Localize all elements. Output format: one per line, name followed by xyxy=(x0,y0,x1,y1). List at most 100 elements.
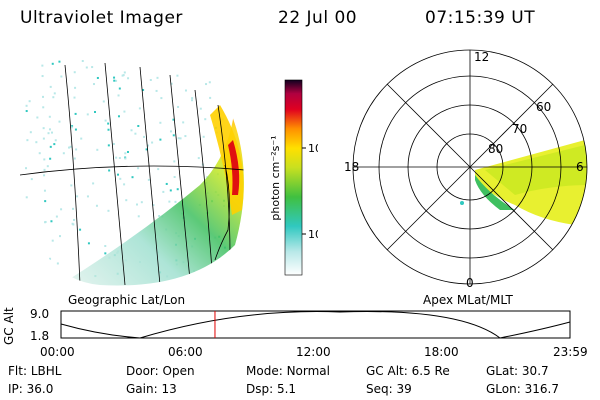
noise-pixel xyxy=(59,235,62,238)
noise-pixel xyxy=(104,245,107,248)
noise-pixel xyxy=(140,201,143,204)
noise-pixel xyxy=(47,132,50,135)
info-gc-alt: GC Alt: 6.5 Re xyxy=(366,364,450,378)
colorbar-label: photon cm⁻²s⁻¹ xyxy=(269,135,282,220)
colorbar-tick-100: 100 xyxy=(308,142,318,155)
mlt-label-12: 12 xyxy=(474,50,489,64)
instrument-title: Ultraviolet Imager xyxy=(20,8,183,28)
noise-pixel xyxy=(182,121,185,124)
noise-pixel xyxy=(46,165,49,168)
noise-pixel xyxy=(43,168,46,171)
noise-pixel xyxy=(74,112,77,115)
noise-pixel xyxy=(202,135,205,138)
noise-pixel xyxy=(44,220,47,223)
noise-pixel xyxy=(131,176,134,179)
noise-pixel xyxy=(137,124,140,127)
noise-pixel xyxy=(52,96,55,99)
left-panel-caption: Geographic Lat/Lon xyxy=(68,293,186,307)
noise-pixel xyxy=(26,139,29,142)
noise-pixel xyxy=(60,75,63,78)
noise-pixel xyxy=(123,71,126,74)
noise-pixel xyxy=(50,131,53,134)
noise-pixel xyxy=(58,120,61,123)
polar-plot: 12 18 6 0 60 70 80 xyxy=(344,49,588,290)
noise-pixel xyxy=(87,242,90,245)
noise-pixel xyxy=(118,156,121,159)
noise-pixel xyxy=(115,79,118,82)
noise-pixel xyxy=(35,266,38,269)
colorbar-tick-10: 10 xyxy=(308,228,318,241)
noise-pixel xyxy=(104,252,107,255)
noise-pixel xyxy=(122,74,125,77)
noise-pixel xyxy=(218,263,221,266)
alt-ytick-bottom: 1.8 xyxy=(30,329,50,343)
noise-pixel xyxy=(134,132,137,135)
noise-pixel xyxy=(25,167,28,170)
noise-pixel xyxy=(113,76,116,79)
noise-pixel xyxy=(73,157,76,160)
alt-xtick-3: 18:00 xyxy=(424,345,459,359)
noise-pixel xyxy=(113,79,116,82)
noise-pixel xyxy=(73,96,76,99)
noise-pixel xyxy=(214,60,217,63)
info-glat: GLat: 30.7 xyxy=(486,364,549,378)
noise-pixel xyxy=(30,178,33,181)
noise-pixel xyxy=(160,97,163,100)
noise-pixel xyxy=(85,66,88,69)
noise-pixel xyxy=(25,104,28,107)
noise-pixel xyxy=(112,142,115,145)
noise-pixel xyxy=(42,137,45,140)
noise-pixel xyxy=(71,125,74,128)
noise-pixel xyxy=(191,99,194,102)
noise-pixel xyxy=(143,135,146,138)
noise-pixel xyxy=(41,75,44,78)
noise-pixel xyxy=(42,95,45,98)
noise-pixel xyxy=(157,168,160,171)
noise-pixel xyxy=(138,107,141,110)
noise-pixel xyxy=(28,232,31,235)
noise-pixel xyxy=(197,157,200,160)
noise-pixel xyxy=(147,144,150,147)
noise-pixel xyxy=(25,275,28,278)
noise-pixel xyxy=(71,222,74,225)
noise-pixel xyxy=(208,81,211,84)
noise-pixel xyxy=(107,209,110,212)
noise-pixel xyxy=(53,92,56,95)
noise-pixel xyxy=(205,83,208,86)
noise-pixel xyxy=(107,122,110,125)
noise-pixel xyxy=(173,160,176,163)
noise-pixel xyxy=(127,77,130,80)
noise-pixel xyxy=(156,76,159,79)
noise-pixel xyxy=(123,183,126,186)
noise-pixel xyxy=(137,167,140,170)
noise-pixel xyxy=(43,189,46,192)
mlt-label-6: 6 xyxy=(576,160,584,174)
noise-pixel xyxy=(91,66,94,69)
noise-pixel xyxy=(173,176,176,179)
noise-pixel xyxy=(42,106,45,109)
noise-pixel xyxy=(36,116,39,119)
colorbar-gradient xyxy=(284,79,303,276)
noise-pixel xyxy=(108,169,111,172)
noise-pixel xyxy=(159,121,162,124)
noise-pixel xyxy=(165,182,168,185)
info-mode: Mode: Normal xyxy=(246,364,330,378)
noise-pixel xyxy=(73,218,76,221)
info-dsp: Dsp: 5.1 xyxy=(246,382,297,396)
noise-pixel xyxy=(184,89,187,92)
noise-pixel xyxy=(68,146,71,149)
noise-pixel xyxy=(121,74,124,77)
alt-plot-ylabel: GC Alt xyxy=(2,307,16,345)
noise-pixel xyxy=(169,189,172,192)
mlt-label-18: 18 xyxy=(344,160,359,174)
noise-pixel xyxy=(204,118,207,121)
noise-pixel xyxy=(69,145,72,148)
info-gain: Gain: 13 xyxy=(126,382,177,396)
noise-pixel xyxy=(119,177,122,180)
noise-pixel xyxy=(54,139,57,142)
noise-pixel xyxy=(75,148,78,151)
noise-pixel xyxy=(102,100,105,103)
info-glon: GLon: 316.7 xyxy=(486,382,559,396)
noise-pixel xyxy=(29,131,32,134)
noise-pixel xyxy=(74,86,77,89)
